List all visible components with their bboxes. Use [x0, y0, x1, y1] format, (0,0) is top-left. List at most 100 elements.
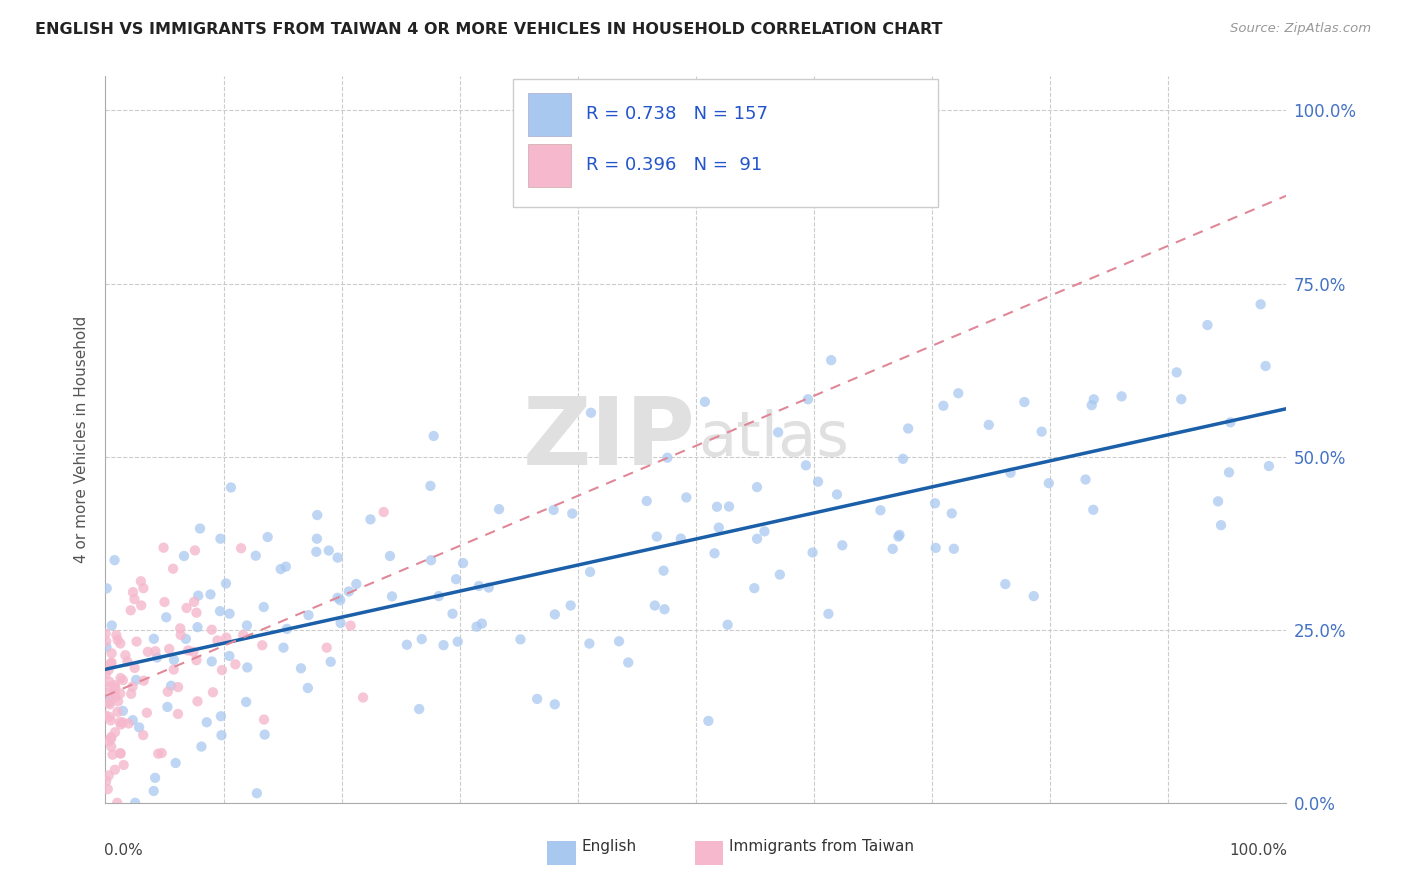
- Point: [186, 653, 208, 667]
- Point: [156, 700, 179, 714]
- Point: [305, 545, 328, 559]
- Point: [155, 610, 177, 624]
- Point: [121, 713, 143, 727]
- Point: [235, 695, 257, 709]
- Point: [305, 532, 328, 546]
- Point: [697, 714, 720, 728]
- Point: [169, 621, 191, 635]
- Point: [211, 663, 233, 677]
- Point: [100, 657, 122, 671]
- Point: [107, 694, 129, 708]
- Point: [745, 480, 768, 494]
- Point: [160, 679, 183, 693]
- Point: [236, 618, 259, 632]
- Text: ENGLISH VS IMMIGRANTS FROM TAIWAN 4 OR MORE VEHICLES IN HOUSEHOLD CORRELATION CH: ENGLISH VS IMMIGRANTS FROM TAIWAN 4 OR M…: [35, 22, 942, 37]
- Text: English: English: [582, 838, 637, 854]
- Point: [98, 694, 121, 708]
- Point: [108, 714, 131, 729]
- Point: [1000, 466, 1022, 480]
- Point: [607, 634, 630, 648]
- Point: [432, 638, 454, 652]
- Point: [195, 715, 218, 730]
- Point: [125, 673, 148, 687]
- FancyBboxPatch shape: [529, 144, 571, 186]
- Point: [1219, 415, 1241, 429]
- Point: [167, 706, 190, 721]
- Point: [104, 690, 127, 705]
- Point: [256, 530, 278, 544]
- Point: [96, 582, 118, 596]
- Point: [145, 644, 167, 658]
- Point: [253, 728, 276, 742]
- Point: [132, 728, 155, 742]
- Point: [825, 487, 848, 501]
- Point: [104, 686, 127, 700]
- Point: [229, 541, 252, 556]
- Point: [125, 634, 148, 648]
- Text: Immigrants from Taiwan: Immigrants from Taiwan: [730, 838, 914, 854]
- Point: [471, 616, 494, 631]
- Point: [118, 716, 141, 731]
- Point: [942, 541, 965, 556]
- Point: [97, 768, 120, 782]
- Point: [932, 399, 955, 413]
- Point: [112, 758, 135, 772]
- Point: [801, 545, 824, 559]
- Point: [754, 524, 776, 539]
- Point: [1083, 392, 1105, 407]
- Point: [411, 632, 433, 646]
- Point: [444, 572, 467, 586]
- Point: [675, 491, 697, 505]
- Point: [315, 640, 337, 655]
- Point: [104, 763, 127, 777]
- Point: [766, 425, 789, 440]
- Point: [831, 538, 853, 552]
- Point: [124, 796, 146, 810]
- Point: [891, 451, 914, 466]
- Point: [218, 607, 240, 621]
- Point: [209, 532, 232, 546]
- Point: [994, 577, 1017, 591]
- Point: [478, 581, 501, 595]
- Point: [98, 734, 121, 748]
- Point: [654, 602, 676, 616]
- Point: [465, 620, 488, 634]
- Point: [97, 696, 120, 710]
- Point: [924, 496, 946, 510]
- Point: [794, 458, 817, 473]
- Point: [339, 618, 361, 632]
- Point: [157, 642, 180, 657]
- Point: [100, 739, 122, 754]
- Point: [100, 656, 122, 670]
- Point: [177, 643, 200, 657]
- Point: [150, 746, 173, 760]
- Point: [707, 521, 730, 535]
- FancyBboxPatch shape: [529, 93, 571, 136]
- Text: 100.0%: 100.0%: [1230, 843, 1288, 858]
- Point: [98, 710, 121, 724]
- Point: [128, 720, 150, 734]
- Point: [111, 715, 134, 730]
- Point: [420, 553, 443, 567]
- Point: [1197, 318, 1219, 332]
- Point: [307, 508, 329, 522]
- Point: [543, 503, 565, 517]
- Point: [488, 502, 510, 516]
- Point: [100, 714, 122, 728]
- Point: [176, 601, 198, 615]
- Point: [173, 549, 195, 563]
- FancyBboxPatch shape: [513, 79, 938, 207]
- Point: [104, 678, 127, 692]
- Point: [188, 522, 211, 536]
- Point: [887, 530, 910, 544]
- Point: [419, 479, 441, 493]
- Point: [352, 690, 374, 705]
- Point: [1111, 389, 1133, 403]
- Point: [1031, 425, 1053, 439]
- Point: [326, 550, 349, 565]
- Point: [252, 638, 274, 652]
- Point: [526, 692, 548, 706]
- Text: atlas: atlas: [699, 409, 849, 469]
- Point: [146, 650, 169, 665]
- Point: [253, 713, 276, 727]
